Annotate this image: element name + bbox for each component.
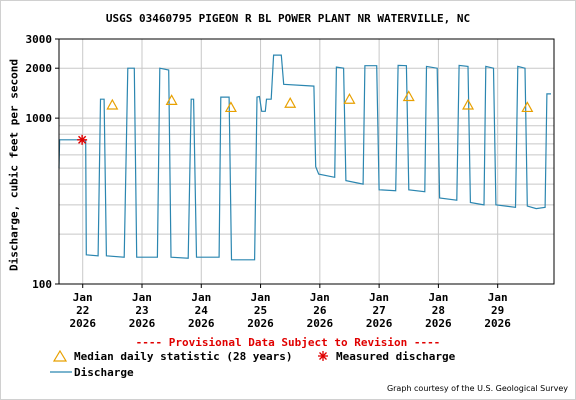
median-daily-marker [521,101,534,113]
y-tick-label: 1000 [26,112,53,125]
x-tick-label: 2026 [69,317,96,330]
x-tick-label: 2026 [247,317,274,330]
legend-discharge: Discharge [74,366,134,379]
x-tick-label: 2026 [366,317,393,330]
x-tick-label: 2026 [188,317,215,330]
median-daily-marker [343,93,356,104]
median-daily-marker [402,90,415,102]
y-tick-label: 3000 [26,33,53,46]
credit-text: Graph courtesy of the U.S. Geological Su… [386,384,568,393]
median-daily-marker [284,96,297,108]
median-daily-marker [165,94,178,105]
x-tick-label: 28 [432,304,445,317]
y-tick-label: 100 [32,278,52,291]
x-tick-label: Jan [428,291,448,304]
provisional-notice: ---- Provisional Data Subject to Revisio… [135,336,441,349]
x-tick-label: 25 [254,304,267,317]
median-daily-marker [224,101,237,113]
x-tick-label: Jan [73,291,93,304]
x-tick-label: 22 [76,304,89,317]
line-swatch-icon [50,371,72,373]
legend-median-label: Median daily statistic (28 years) [74,350,293,363]
x-tick-label: 2026 [484,317,511,330]
x-tick-label: Jan [369,291,389,304]
x-tick-label: Jan [132,291,152,304]
x-tick-label: 27 [372,304,385,317]
x-tick-label: 29 [491,304,504,317]
chart-title: USGS 03460795 PIGEON R BL POWER PLANT NR… [105,12,471,25]
x-tick-label: Jan [488,291,508,304]
legend-discharge-label: Discharge [74,366,134,379]
x-tick-label: 2026 [425,317,452,330]
measured-discharge-marker [77,134,88,145]
legend-measured-label: Measured discharge [336,350,456,363]
median-daily-marker [462,98,475,110]
x-tick-label: 2026 [129,317,156,330]
x-tick-label: 26 [313,304,327,317]
x-tick-label: Jan [251,291,271,304]
median-daily-marker [106,98,119,110]
plot-background [59,39,554,284]
x-tick-label: 2026 [307,317,334,330]
legend-median: Median daily statistic (28 years) [74,350,293,363]
discharge-series-line [58,54,551,261]
x-tick-label: Jan [191,291,211,304]
x-tick-label: 23 [135,304,148,317]
asterisk-icon [318,351,328,361]
plot-border [58,38,555,285]
legend-measured: Measured discharge [336,350,455,363]
x-tick-label: Jan [310,291,330,304]
y-tick-label: 2000 [26,62,53,75]
x-tick-label: 24 [195,304,209,317]
triangle-icon [53,350,67,362]
